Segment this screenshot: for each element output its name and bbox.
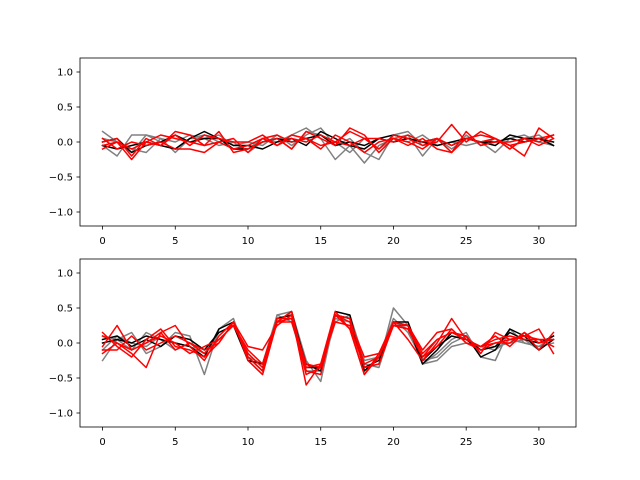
y-tick-label: −0.5 [49,173,73,184]
y-tick-label: −0.5 [49,374,73,385]
x-tick-label: 30 [533,236,546,247]
y-tick-label: 1.0 [57,269,73,280]
series-line-5 [101,123,555,157]
x-tick-label: 25 [460,236,473,247]
x-tick-label: 0 [99,236,105,247]
y-tick-label: 0.5 [57,103,73,114]
series-group [101,123,555,164]
y-tick-label: 0.0 [57,138,73,149]
y-tick-label: −1.0 [49,409,73,420]
x-tick-label: 30 [533,437,546,448]
x-tick-label: 25 [460,437,473,448]
series-line-8 [101,134,555,150]
series-line-9 [101,321,555,369]
y-tick-label: 0.0 [57,339,73,350]
x-tick-label: 20 [387,236,400,247]
bottom-subplot: 0 5 10 15 20 25 30 −1.0 −0.5 0.0 0.5 1.0 [49,258,577,448]
x-tick-label: 5 [172,236,178,247]
y-tick-label: −1.0 [49,208,73,219]
x-tick-label: 10 [242,236,255,247]
series-line-7 [101,130,555,154]
series-group [101,307,555,386]
y-tick-label: 1.0 [57,68,73,79]
x-tick-label: 5 [172,437,178,448]
x-tick-label: 15 [314,437,327,448]
x-tick-label: 0 [99,437,105,448]
x-tick-label: 15 [314,236,327,247]
x-tick-label: 20 [387,437,400,448]
x-tick-label: 10 [242,437,255,448]
y-tick-label: 0.5 [57,304,73,315]
top-subplot: 0 5 10 15 20 25 30 −1.0 −0.5 0.0 0.5 1.0 [49,57,577,247]
series-line-5 [101,310,555,386]
